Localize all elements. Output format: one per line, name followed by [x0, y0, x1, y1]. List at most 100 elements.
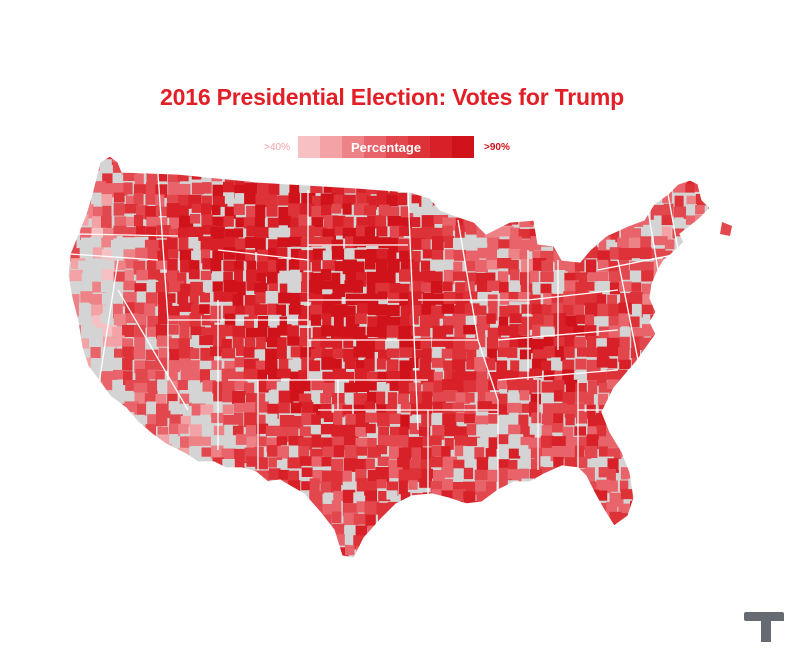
county-cell [540, 435, 554, 449]
county-cell [708, 250, 710, 263]
county-cell [651, 535, 664, 546]
county-cell [223, 236, 238, 251]
county-cell [695, 468, 710, 481]
county-cell [485, 272, 496, 285]
county-cell [179, 249, 194, 261]
county-cell [584, 314, 595, 329]
county-cell [298, 214, 308, 227]
county-cell [145, 337, 156, 350]
county-cell [586, 347, 600, 358]
county-cell [553, 250, 564, 263]
county-cell [554, 346, 566, 362]
county-cell [584, 467, 595, 483]
county-cell [430, 259, 442, 272]
county-cell [431, 357, 445, 368]
county-cell [246, 269, 257, 282]
county-cell [211, 171, 222, 182]
county-cell [431, 512, 442, 526]
county-cell [422, 435, 432, 447]
county-cell [68, 533, 81, 544]
county-cell [454, 194, 466, 210]
county-cell [672, 481, 682, 496]
county-cell [125, 313, 138, 324]
county-cell [707, 282, 710, 293]
county-cell [540, 456, 551, 467]
county-cell [497, 535, 509, 547]
county-cell [663, 294, 673, 307]
county-cell [91, 423, 103, 437]
county-cell [255, 237, 266, 253]
county-cell [68, 337, 70, 353]
county-cell [629, 270, 642, 283]
county-cell [378, 427, 389, 439]
county-cell [268, 580, 278, 581]
county-cell [485, 357, 496, 371]
county-cell [575, 412, 588, 424]
legend-swatch [364, 136, 386, 158]
county-cell [452, 271, 468, 281]
county-cell [421, 282, 432, 293]
county-cell [344, 357, 356, 369]
county-cell [408, 251, 421, 263]
county-cell [155, 206, 170, 216]
county-cell [662, 544, 677, 558]
county-cell [234, 457, 245, 472]
county-cell [518, 206, 534, 220]
county-cell [156, 260, 169, 270]
county-cell [157, 426, 169, 436]
county-cell [431, 435, 442, 446]
county-cell [509, 511, 520, 525]
county-cell [309, 513, 322, 524]
county-cell [541, 381, 555, 397]
county-cell [465, 250, 480, 261]
county-cell [520, 534, 535, 545]
county-cell [507, 379, 521, 393]
county-cell [618, 559, 632, 568]
county-cell [609, 569, 621, 580]
county-cell [408, 382, 422, 393]
county-cell [431, 172, 441, 187]
county-cell [342, 489, 356, 504]
county-cell [345, 236, 357, 249]
county-cell [81, 535, 91, 548]
county-cell [477, 205, 492, 216]
county-cell [367, 338, 379, 352]
county-cell [70, 156, 81, 164]
county-cell [465, 512, 476, 524]
state-border-line [527, 289, 619, 301]
county-cell [69, 559, 80, 571]
county-cell [288, 436, 304, 446]
county-cell [553, 313, 566, 327]
county-cell [331, 500, 342, 515]
county-cell [565, 195, 580, 205]
county-cell [233, 371, 246, 382]
county-cell [575, 358, 587, 371]
county-cell [664, 327, 676, 341]
county-cell [453, 556, 466, 558]
county-cell [587, 204, 600, 218]
county-cell [499, 170, 509, 184]
county-cell [716, 151, 726, 165]
county-cell [609, 511, 622, 524]
county-cell [543, 292, 553, 307]
county-cell [367, 544, 381, 558]
county-cell [179, 559, 191, 573]
map-title: 2016 Presidential Election: Votes for Tr… [160, 84, 624, 110]
county-cell [222, 392, 235, 403]
county-cell [441, 490, 454, 501]
county-cell [650, 156, 660, 163]
county-cell [188, 436, 203, 446]
county-cell [443, 360, 458, 371]
county-cell [81, 404, 97, 417]
county-cell [399, 338, 411, 351]
county-cell [685, 183, 695, 193]
county-cell [389, 225, 404, 238]
county-cell [618, 270, 631, 280]
county-cell [716, 413, 729, 427]
county-cell [386, 512, 402, 527]
county-cell [322, 228, 336, 241]
county-cell [312, 470, 323, 484]
county-cell [309, 536, 324, 548]
county-cell [254, 226, 269, 238]
state-border-line [157, 173, 169, 321]
